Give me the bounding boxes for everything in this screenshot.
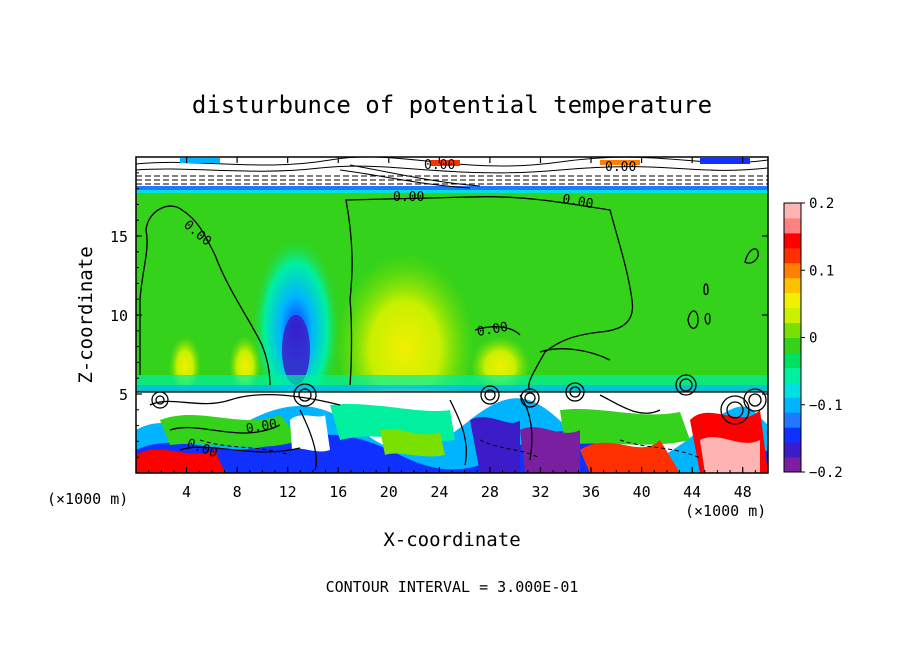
zero-contour-center — [345, 196, 634, 391]
x-tick-label: 8 — [233, 483, 242, 501]
colorbar — [783, 202, 802, 473]
x-tick-label: 32 — [531, 483, 549, 501]
contour-interval-footer: CONTOUR INTERVAL = 3.000E-01 — [326, 578, 579, 596]
contour-field: 0.00 0.00 0.00 0.00 0.00 0.00 0.00 0.00 — [136, 157, 768, 473]
y-tick-label: 15 — [110, 228, 128, 246]
x-tick-label: 36 — [582, 483, 600, 501]
x-tick-label: 12 — [279, 483, 297, 501]
colorbar-swatch — [784, 412, 801, 428]
y-axis-label: Z-coordinate — [75, 246, 97, 383]
colorbar-swatch — [784, 322, 801, 338]
contour-label: 0.00 — [393, 190, 424, 205]
x-tick-label: 44 — [683, 483, 701, 501]
x-tick-label: 20 — [380, 483, 398, 501]
x-tick-label: 24 — [430, 483, 448, 501]
x-unit-left: (×1000 m) — [47, 490, 128, 508]
colorbar-swatch — [784, 382, 801, 398]
x-tick-label: 40 — [633, 483, 651, 501]
colorbar-tick-label: −0.2 — [809, 465, 843, 481]
colorbar-swatch — [784, 262, 801, 279]
contour-label: 0.00 — [561, 192, 594, 212]
colorbar-tick-label: −0.1 — [809, 398, 843, 414]
colorbar-tick-label: 0.2 — [809, 196, 834, 212]
y-axis: 5 10 15 — [110, 172, 768, 458]
contour-label: 0.00 — [605, 160, 636, 175]
colorbar-swatch — [784, 232, 801, 249]
x-tick-label: 4 — [182, 483, 191, 501]
colorbar-swatch — [784, 217, 801, 234]
x-tick-label: 28 — [481, 483, 499, 501]
colorbar-swatch — [784, 427, 801, 443]
colorbar-swatch — [784, 352, 801, 368]
colorbar-swatch — [784, 292, 801, 309]
zero-contour-left — [139, 205, 271, 386]
colorbar-tick-label: 0.1 — [809, 263, 834, 279]
contour-label: 0.00 — [245, 417, 278, 437]
colorbar-swatch — [784, 247, 801, 264]
x-tick-label: 16 — [329, 483, 347, 501]
y-tick-label: 10 — [110, 307, 128, 325]
colorbar-swatch — [784, 307, 801, 324]
colorbar-swatch — [784, 397, 801, 413]
x-axis-label: X-coordinate — [383, 529, 520, 551]
chart-title: disturbunce of potential temperature — [192, 91, 712, 119]
x-axis: 4 8 12 16 20 24 28 32 36 40 44 48 — [148, 157, 756, 501]
colorbar-swatch — [784, 367, 801, 383]
y-tick-label: 5 — [119, 386, 128, 404]
colorbar-swatch — [784, 277, 801, 294]
colorbar-swatch — [784, 442, 801, 458]
contour-label: 0.00 — [476, 320, 509, 340]
colorbar-swatch — [784, 457, 801, 473]
x-tick-label: 48 — [734, 483, 752, 501]
colorbar-swatch — [784, 203, 801, 219]
colorbar-ticks: 0.2 0.1 0 −0.1 −0.2 — [801, 196, 843, 481]
colorbar-tick-label: 0 — [809, 331, 817, 347]
contour-label: 0.00 — [424, 158, 455, 173]
colorbar-swatch — [784, 337, 801, 353]
x-unit-right: (×1000 m) — [685, 502, 766, 520]
